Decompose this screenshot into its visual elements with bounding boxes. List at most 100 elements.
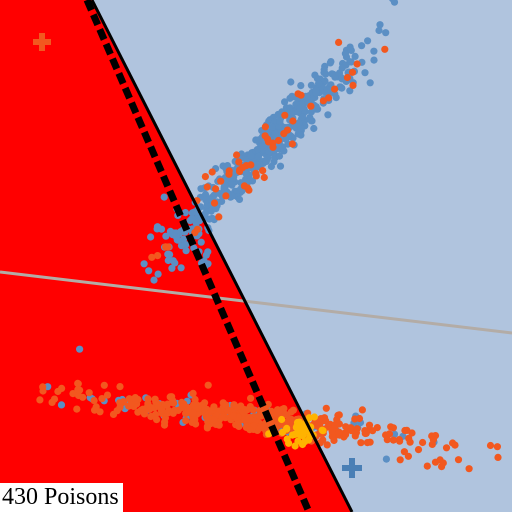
orange-point (180, 400, 188, 408)
orange-point (116, 383, 124, 391)
orange-point (335, 38, 343, 47)
orange-point (280, 130, 288, 138)
orange-point (363, 439, 371, 447)
blue-point (346, 58, 354, 66)
orange-point (289, 406, 297, 414)
blue-point (312, 89, 320, 97)
yellow-point (291, 430, 299, 438)
orange-point (69, 390, 77, 398)
blue-point (389, 0, 396, 3)
orange-point (235, 158, 243, 166)
orange-point (204, 414, 212, 422)
blue-point (328, 70, 336, 78)
orange-point (148, 253, 156, 261)
orange-point (127, 400, 135, 408)
blue-point (182, 247, 190, 255)
blue-point (297, 131, 305, 139)
orange-point (439, 459, 447, 467)
orange-point (274, 136, 283, 145)
blue-point (332, 94, 340, 102)
blue-point (188, 215, 196, 223)
orange-point (335, 420, 343, 428)
blue-point (335, 69, 344, 77)
orange-point (210, 199, 219, 207)
orange-point (289, 117, 297, 125)
orange-point (431, 458, 440, 466)
yellow-point (283, 424, 291, 432)
blue-point (320, 66, 328, 74)
orange-point (343, 73, 351, 82)
dashed-decision-boundary (83, 0, 313, 512)
blue-point (271, 130, 279, 138)
orange-point (288, 140, 296, 148)
orange-point (396, 437, 404, 445)
orange-point (223, 407, 232, 415)
blue-point (145, 267, 153, 275)
orange-point (319, 97, 327, 105)
orange-point (74, 391, 83, 400)
blue-point (268, 123, 276, 131)
orange-point (348, 68, 357, 76)
yellow-point (305, 436, 313, 444)
yellow-point (310, 413, 318, 421)
blue-point (366, 79, 374, 87)
orange-point (342, 431, 350, 439)
blue-point (197, 185, 205, 193)
orange-point (307, 102, 315, 110)
orange-point (297, 91, 305, 99)
orange-point (428, 440, 436, 448)
orange-point (125, 395, 133, 403)
blue-point (341, 50, 349, 58)
orange-point (90, 397, 98, 405)
orange-point (404, 452, 412, 460)
blue-point (276, 162, 285, 170)
solid-decision-boundary (90, 0, 354, 512)
orange-point (218, 413, 226, 421)
orange-point (204, 381, 212, 389)
blue-point (140, 260, 148, 268)
orange-point (245, 186, 253, 194)
blue-point (147, 233, 155, 241)
orange-point (389, 436, 397, 444)
orange-point (217, 177, 225, 185)
blue-point (276, 117, 284, 126)
blue-point (281, 98, 289, 106)
blue-point (164, 256, 172, 265)
blue-point (311, 71, 319, 79)
orange-point (160, 421, 169, 429)
orange-point-cloud (36, 38, 502, 473)
orange-point (328, 432, 336, 441)
blue-point (370, 47, 378, 55)
orange-point (493, 443, 501, 451)
orange-point (96, 408, 104, 416)
blue-point (206, 195, 214, 203)
yellow-point (278, 415, 286, 424)
orange-point (246, 403, 254, 411)
orange-point (39, 387, 47, 395)
blue-point (382, 29, 390, 37)
orange-point (414, 446, 423, 454)
blue-point (57, 401, 66, 409)
yellow-point (299, 430, 307, 438)
orange-point (403, 426, 411, 434)
blue-point (282, 135, 290, 143)
blue-point (166, 251, 174, 259)
orange-point (252, 169, 260, 177)
orange-point (442, 444, 451, 452)
orange-point (353, 60, 361, 68)
orange-point (365, 421, 374, 429)
blue-point (265, 117, 273, 125)
orange-point (154, 252, 162, 260)
orange-point (164, 243, 172, 251)
orange-point (323, 441, 331, 449)
orange-point (419, 438, 427, 447)
orange-point (264, 400, 272, 408)
blue-point (197, 238, 205, 246)
orange-point (351, 415, 359, 423)
orange-point (396, 456, 404, 464)
blue-point (205, 215, 213, 223)
blue-point (76, 345, 84, 353)
blue-point (201, 190, 210, 199)
blue-point (306, 115, 314, 123)
